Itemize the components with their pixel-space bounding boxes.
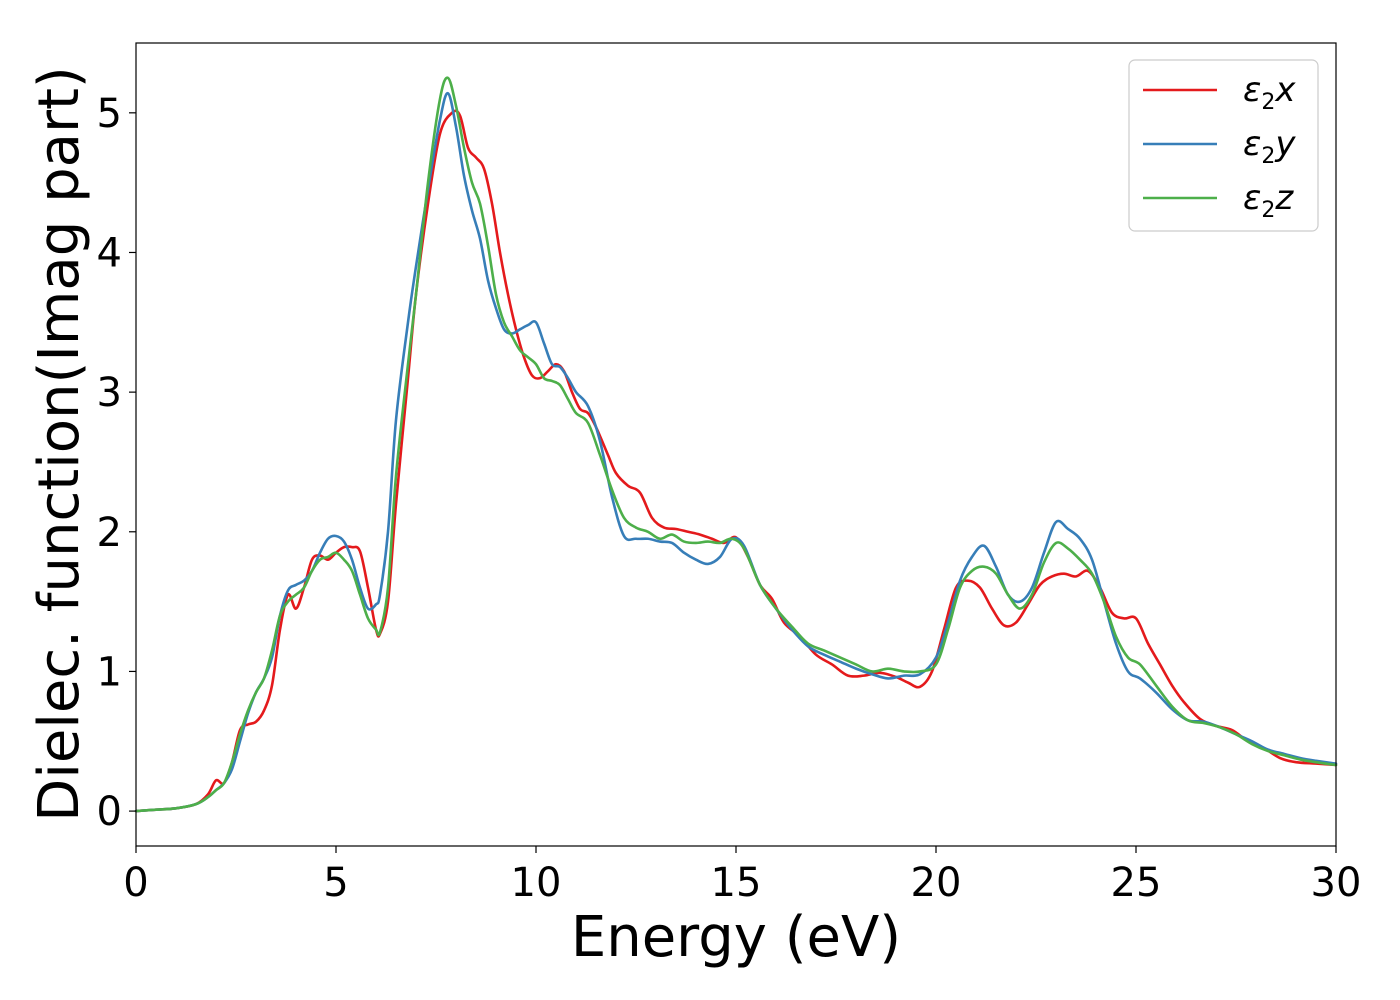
legend-symbol: ε: [1243, 124, 1261, 164]
x-axis-ticks: 0 5 10 15 20 25 30: [123, 846, 1361, 906]
y-tick-label: 2: [97, 510, 122, 556]
x-axis-title: Energy (eV): [571, 905, 901, 970]
y-tick-label: 5: [97, 91, 122, 137]
legend-component: x: [1274, 70, 1296, 110]
legend-subscript: 2: [1261, 90, 1275, 115]
legend-symbol: ε: [1243, 178, 1261, 218]
x-tick-label: 30: [1311, 860, 1362, 906]
series-layer: [134, 76, 1338, 813]
series-line-z: [134, 76, 1338, 813]
legend-component: z: [1274, 178, 1294, 218]
x-tick-label: 0: [123, 860, 148, 906]
legend-label-z: ε2z: [1243, 178, 1294, 223]
legend-subscript: 2: [1261, 144, 1275, 169]
x-tick-label: 25: [1111, 860, 1162, 906]
legend-box: [1128, 59, 1319, 232]
legend-component: y: [1274, 124, 1296, 164]
y-tick-label: 4: [97, 230, 122, 276]
y-tick-label: 3: [97, 370, 122, 416]
legend-label-y: ε2y: [1243, 124, 1296, 169]
legend-subscript: 2: [1261, 198, 1275, 223]
x-tick-label: 10: [511, 860, 562, 906]
y-axis-ticks: 0 1 2 3 4 5: [97, 91, 136, 835]
legend-symbol: ε: [1243, 70, 1261, 110]
legend-label-x: ε2x: [1243, 70, 1296, 115]
y-tick-label: 1: [97, 649, 122, 695]
x-tick-label: 5: [323, 860, 348, 906]
y-axis-title: Dielec. function(Imag part): [27, 66, 92, 822]
x-tick-label: 15: [711, 860, 762, 906]
x-tick-label: 20: [911, 860, 962, 906]
y-tick-label: 0: [97, 789, 122, 835]
